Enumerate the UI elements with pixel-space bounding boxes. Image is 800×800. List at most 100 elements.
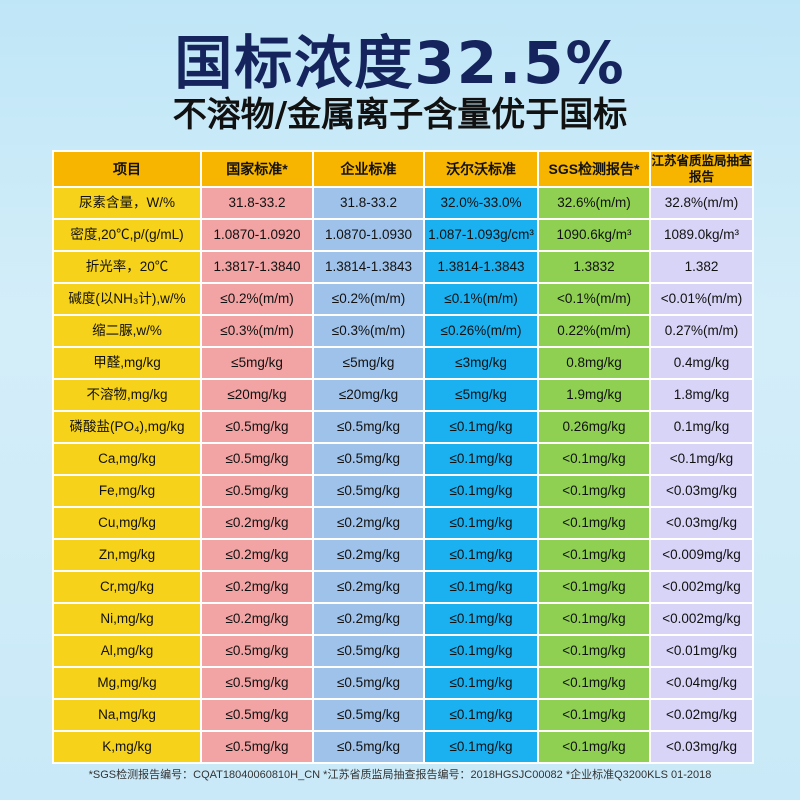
cell-item: Ca,mg/kg [52, 442, 202, 476]
cell-sgs: <0.1mg/kg [537, 474, 651, 508]
cell-jiangsu: <0.04mg/kg [649, 666, 754, 700]
cell-sgs: <0.1mg/kg [537, 538, 651, 572]
cell-jiangsu: 32.8%(m/m) [649, 186, 754, 220]
cell-jiangsu: 0.1mg/kg [649, 410, 754, 444]
cell-enterprise: ≤0.5mg/kg [312, 666, 425, 700]
cell-volvo: ≤0.26%(m/m) [423, 314, 539, 348]
cell-item: 折光率，20℃ [52, 250, 202, 284]
cell-volvo: ≤0.1mg/kg [423, 698, 539, 732]
cell-sgs: 0.26mg/kg [537, 410, 651, 444]
table-row: 不溶物,mg/kg ≤20mg/kg ≤20mg/kg ≤5mg/kg 1.9mg/kg… [52, 378, 754, 412]
cell-enterprise: ≤0.2mg/kg [312, 570, 425, 604]
cell-volvo: 1.3814-1.3843 [423, 250, 539, 284]
cell-national: ≤0.5mg/kg [200, 410, 314, 444]
table-row: Fe,mg/kg ≤0.5mg/kg ≤0.5mg/kg ≤0.1mg/kg <0.1m… [52, 474, 754, 508]
cell-sgs: 0.22%(m/m) [537, 314, 651, 348]
cell-volvo: ≤0.1mg/kg [423, 474, 539, 508]
cell-national: ≤0.2%(m/m) [200, 282, 314, 316]
cell-jiangsu: <0.1mg/kg [649, 442, 754, 476]
cell-item: K,mg/kg [52, 730, 202, 764]
table-row: Al,mg/kg ≤0.5mg/kg ≤0.5mg/kg ≤0.1mg/kg <0.1m… [52, 634, 754, 668]
cell-national: 31.8-33.2 [200, 186, 314, 220]
cell-jiangsu: 1089.0kg/m³ [649, 218, 754, 252]
cell-national: 1.3817-1.3840 [200, 250, 314, 284]
cell-jiangsu: <0.002mg/kg [649, 570, 754, 604]
cell-sgs: 0.8mg/kg [537, 346, 651, 380]
table-row: Zn,mg/kg ≤0.2mg/kg ≤0.2mg/kg ≤0.1mg/kg <0.1m… [52, 538, 754, 572]
cell-jiangsu: <0.01%(m/m) [649, 282, 754, 316]
table-row: Na,mg/kg ≤0.5mg/kg ≤0.5mg/kg ≤0.1mg/kg <0.1m… [52, 698, 754, 732]
cell-sgs: <0.1mg/kg [537, 730, 651, 764]
cell-jiangsu: <0.03mg/kg [649, 730, 754, 764]
cell-national: ≤0.5mg/kg [200, 442, 314, 476]
cell-enterprise: ≤0.5mg/kg [312, 410, 425, 444]
cell-item: 碱度(以NH₃计),w/% [52, 282, 202, 316]
header-jiangsu-report: 江苏省质监局抽查报告 [649, 150, 754, 188]
cell-jiangsu: 1.382 [649, 250, 754, 284]
cell-national: ≤0.2mg/kg [200, 506, 314, 540]
cell-enterprise: ≤0.5mg/kg [312, 698, 425, 732]
cell-enterprise: 31.8-33.2 [312, 186, 425, 220]
cell-item: Zn,mg/kg [52, 538, 202, 572]
cell-jiangsu: <0.002mg/kg [649, 602, 754, 636]
cell-sgs: <0.1mg/kg [537, 698, 651, 732]
cell-national: ≤0.5mg/kg [200, 474, 314, 508]
cell-enterprise: ≤5mg/kg [312, 346, 425, 380]
cell-sgs: 1.9mg/kg [537, 378, 651, 412]
cell-item: 磷酸盐(PO₄),mg/kg [52, 410, 202, 444]
table-header-row: 项目 国家标准* 企业标准 沃尔沃标准 SGS检测报告* 江苏省质监局抽查报告 [52, 150, 754, 188]
cell-jiangsu: 0.27%(m/m) [649, 314, 754, 348]
cell-jiangsu: 0.4mg/kg [649, 346, 754, 380]
cell-volvo: ≤0.1mg/kg [423, 442, 539, 476]
table-body: 尿素含量，W/% 31.8-33.2 31.8-33.2 32.0%-33.0% 32.… [52, 186, 754, 764]
cell-national: ≤0.5mg/kg [200, 634, 314, 668]
table-row: K,mg/kg ≤0.5mg/kg ≤0.5mg/kg ≤0.1mg/kg <0.1mg… [52, 730, 754, 764]
cell-jiangsu: <0.03mg/kg [649, 506, 754, 540]
cell-jiangsu: 1.8mg/kg [649, 378, 754, 412]
cell-item: Al,mg/kg [52, 634, 202, 668]
cell-jiangsu: <0.009mg/kg [649, 538, 754, 572]
cell-item: Fe,mg/kg [52, 474, 202, 508]
cell-volvo: ≤0.1mg/kg [423, 602, 539, 636]
cell-national: ≤0.5mg/kg [200, 666, 314, 700]
cell-enterprise: 1.0870-1.0930 [312, 218, 425, 252]
cell-item: Ni,mg/kg [52, 602, 202, 636]
page-subtitle: 不溶物/金属离子含量优于国标 [172, 95, 628, 135]
table-row: 甲醛,mg/kg ≤5mg/kg ≤5mg/kg ≤3mg/kg 0.8mg/kg 0.4… [52, 346, 754, 380]
table-row: Ca,mg/kg ≤0.5mg/kg ≤0.5mg/kg ≤0.1mg/kg <0.1m… [52, 442, 754, 476]
cell-sgs: 1090.6kg/m³ [537, 218, 651, 252]
cell-jiangsu: <0.01mg/kg [649, 634, 754, 668]
cell-volvo: 32.0%-33.0% [423, 186, 539, 220]
table-row: Cr,mg/kg ≤0.2mg/kg ≤0.2mg/kg ≤0.1mg/kg <0.1m… [52, 570, 754, 604]
cell-enterprise: ≤0.2mg/kg [312, 538, 425, 572]
cell-enterprise: ≤0.3%(m/m) [312, 314, 425, 348]
cell-sgs: 32.6%(m/m) [537, 186, 651, 220]
header-item: 项目 [52, 150, 202, 188]
cell-item: 尿素含量，W/% [52, 186, 202, 220]
table-row: Ni,mg/kg ≤0.2mg/kg ≤0.2mg/kg ≤0.1mg/kg <0.1m… [52, 602, 754, 636]
cell-volvo: ≤0.1%(m/m) [423, 282, 539, 316]
cell-volvo: ≤0.1mg/kg [423, 410, 539, 444]
cell-volvo: ≤0.1mg/kg [423, 538, 539, 572]
cell-national: ≤0.2mg/kg [200, 570, 314, 604]
footnote: *SGS检测报告编号：CQAT18040060810H_CN *江苏省质监局抽查… [88, 769, 712, 781]
cell-sgs: <0.1mg/kg [537, 602, 651, 636]
cell-volvo: ≤0.1mg/kg [423, 666, 539, 700]
cell-enterprise: ≤20mg/kg [312, 378, 425, 412]
table-row: 磷酸盐(PO₄),mg/kg ≤0.5mg/kg ≤0.5mg/kg ≤0.1mg/k… [52, 410, 754, 444]
cell-enterprise: ≤0.2%(m/m) [312, 282, 425, 316]
cell-national: ≤0.2mg/kg [200, 602, 314, 636]
cell-volvo: ≤0.1mg/kg [423, 506, 539, 540]
cell-jiangsu: <0.02mg/kg [649, 698, 754, 732]
cell-item: 密度,20℃,p/(g/mL) [52, 218, 202, 252]
cell-item: Cr,mg/kg [52, 570, 202, 604]
cell-item: 甲醛,mg/kg [52, 346, 202, 380]
cell-item: Mg,mg/kg [52, 666, 202, 700]
cell-item: 不溶物,mg/kg [52, 378, 202, 412]
table-row: Cu,mg/kg ≤0.2mg/kg ≤0.2mg/kg ≤0.1mg/kg <0.1m… [52, 506, 754, 540]
cell-jiangsu: <0.03mg/kg [649, 474, 754, 508]
table-row: 缩二脲,w/% ≤0.3%(m/m) ≤0.3%(m/m) ≤0.26%(m/m) 0.… [52, 314, 754, 348]
cell-national: ≤0.5mg/kg [200, 730, 314, 764]
header-national-standard: 国家标准* [200, 150, 314, 188]
cell-national: 1.0870-1.0920 [200, 218, 314, 252]
